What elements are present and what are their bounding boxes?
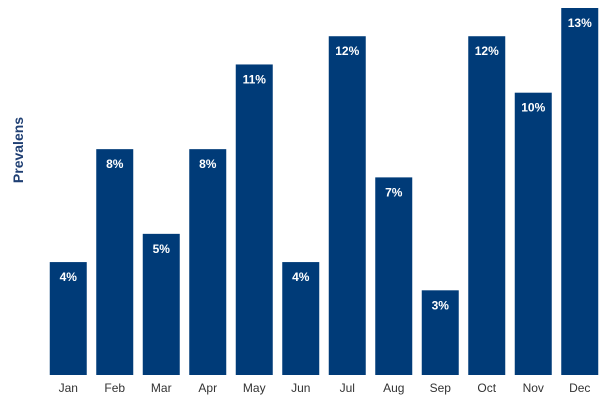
bar-mar xyxy=(142,233,180,375)
data-label-apr: 8% xyxy=(199,157,217,171)
bar-nov xyxy=(514,92,552,375)
bar-oct xyxy=(468,36,506,375)
x-tick-label-mar: Mar xyxy=(151,381,172,395)
data-label-aug: 7% xyxy=(385,185,403,199)
data-label-oct: 12% xyxy=(475,44,499,58)
bar-dec xyxy=(561,8,599,375)
x-tick-label-jan: Jan xyxy=(59,381,78,395)
bar-feb xyxy=(96,149,134,375)
x-tick-label-nov: Nov xyxy=(523,381,544,395)
data-label-jul: 12% xyxy=(335,44,359,58)
x-tick-label-feb: Feb xyxy=(104,381,125,395)
data-label-jun: 4% xyxy=(292,270,310,284)
bar-aug xyxy=(375,177,413,375)
x-tick-label-apr: Apr xyxy=(198,381,217,395)
y-axis-label: Prevalens xyxy=(10,116,26,184)
x-tick-label-may: May xyxy=(243,381,266,395)
data-label-mar: 5% xyxy=(153,242,171,256)
x-tick-label-oct: Oct xyxy=(477,381,496,395)
bar-apr xyxy=(189,149,227,375)
data-label-may: 11% xyxy=(243,72,267,86)
x-tick-label-aug: Aug xyxy=(383,381,404,395)
bar-jan xyxy=(49,262,87,375)
data-label-sep: 3% xyxy=(432,298,450,312)
data-label-jan: 4% xyxy=(60,270,78,284)
x-tick-label-jun: Jun xyxy=(291,381,310,395)
bar-may xyxy=(235,64,273,376)
bar-jun xyxy=(282,262,320,375)
x-tick-label-jul: Jul xyxy=(340,381,355,395)
data-label-nov: 10% xyxy=(521,101,545,115)
bar-sep xyxy=(421,290,459,375)
data-label-dec: 13% xyxy=(568,16,592,30)
bar-jul xyxy=(328,36,366,375)
data-label-feb: 8% xyxy=(106,157,124,171)
x-tick-label-dec: Dec xyxy=(569,381,590,395)
x-tick-label-sep: Sep xyxy=(430,381,452,395)
